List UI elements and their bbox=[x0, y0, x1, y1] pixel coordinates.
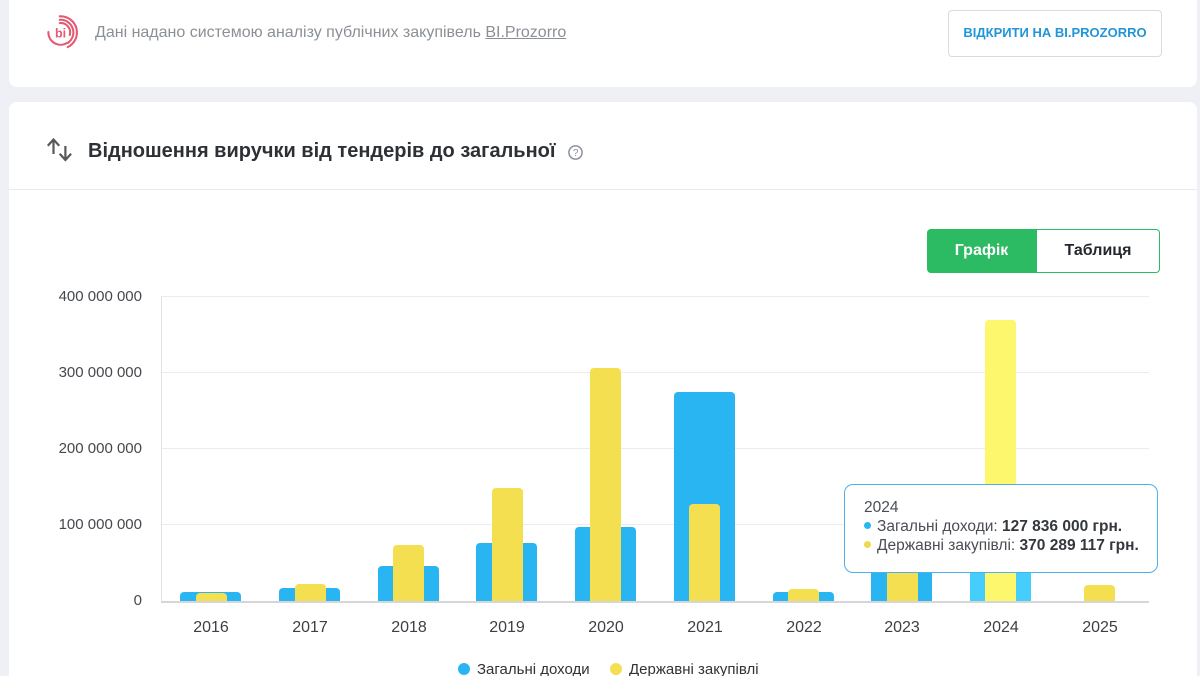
svg-text:?: ? bbox=[573, 148, 579, 159]
svg-text:bi: bi bbox=[55, 27, 66, 41]
